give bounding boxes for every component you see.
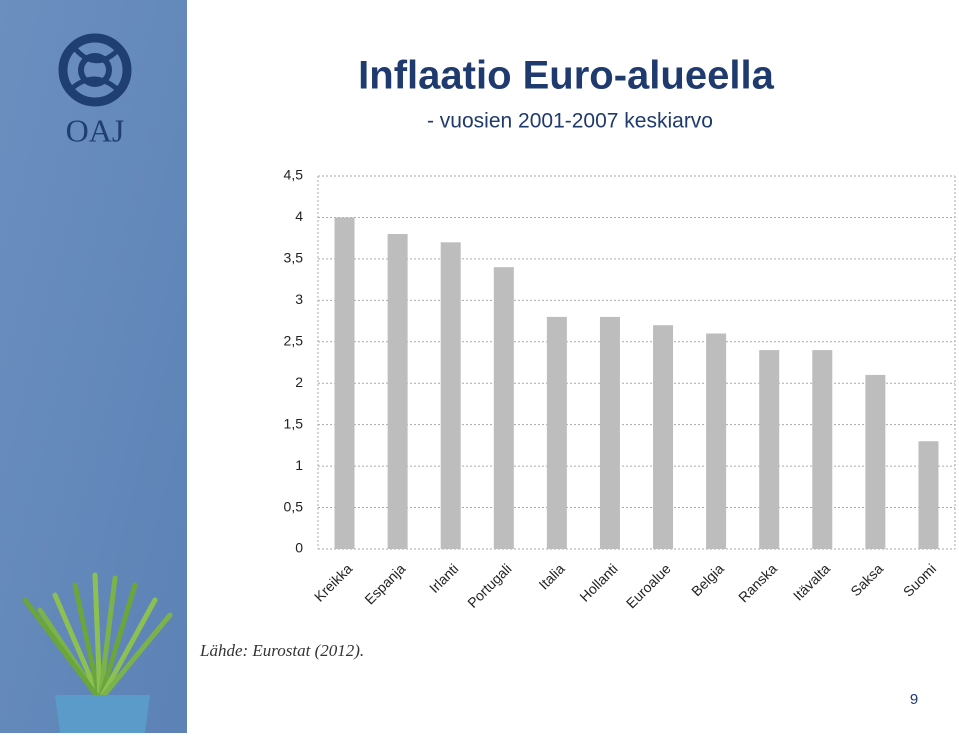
- bar: [334, 217, 355, 549]
- pencils: [22, 572, 173, 703]
- x-tick-label: Kreikka: [311, 560, 355, 604]
- chart-subtitle: - vuosien 2001-2007 keskiarvo: [427, 110, 713, 133]
- x-tick-label: Euroalue: [623, 560, 674, 611]
- y-tick-label: 2: [295, 374, 303, 390]
- x-tick-label: Portugali: [464, 560, 514, 610]
- y-tick-label: 0,5: [284, 498, 304, 514]
- y-tick-label: 4,5: [284, 167, 304, 183]
- bar: [599, 316, 620, 549]
- page-number: 9: [910, 691, 918, 708]
- bar: [653, 325, 674, 549]
- x-tick-label: Espanja: [361, 560, 408, 607]
- y-tick-label: 3,5: [284, 250, 304, 266]
- side-panel: [0, 0, 187, 733]
- bar: [812, 350, 833, 549]
- x-tick-label: Saksa: [847, 560, 886, 599]
- y-tick-label: 0: [295, 540, 303, 556]
- y-tick-label: 3: [295, 291, 303, 307]
- bar: [493, 267, 514, 549]
- y-tick-label: 1: [295, 457, 303, 473]
- bar: [759, 350, 780, 549]
- bar: [387, 234, 408, 549]
- bar: [706, 333, 727, 549]
- y-tick-label: 4: [295, 208, 303, 224]
- bar: [865, 374, 886, 549]
- chart-title: Inflaatio Euro-alueella: [358, 54, 774, 98]
- y-tick-label: 1,5: [284, 415, 304, 431]
- source: Lähde: Eurostat (2012).: [199, 641, 364, 660]
- x-tick-label: Ranska: [735, 560, 780, 605]
- x-tick-label: Hollanti: [576, 560, 620, 604]
- logo-text: OAJ: [66, 112, 125, 148]
- bar: [546, 316, 567, 549]
- pot: [55, 695, 150, 733]
- x-tick-label: Irlanti: [426, 560, 462, 596]
- x-tick-label: Itävalta: [790, 560, 833, 603]
- plot: 0 0,5 1 1,5 2 2,5 3 3,5 4 4,5 Kreikka Espanja Irlant…: [284, 167, 956, 611]
- x-tick-label: Italia: [535, 560, 567, 592]
- bar: [918, 441, 939, 549]
- y-tick-label: 2,5: [284, 332, 304, 348]
- x-tick-label: Suomi: [900, 560, 939, 599]
- x-tick-label: Belgia: [688, 560, 727, 599]
- logo: [58, 33, 132, 107]
- bar: [440, 242, 461, 550]
